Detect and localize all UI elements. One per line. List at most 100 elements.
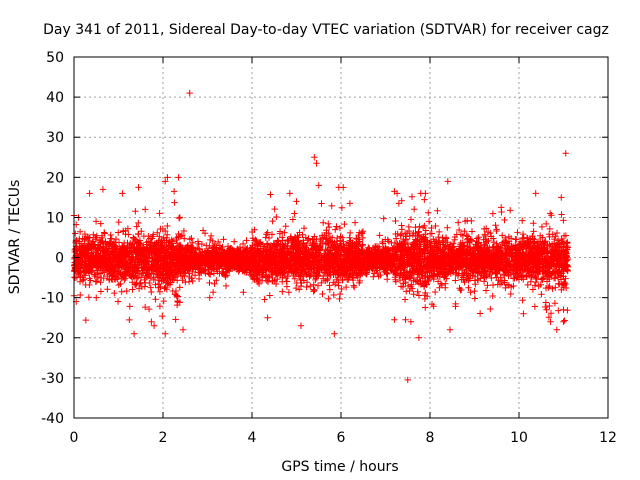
data-point <box>334 274 341 282</box>
data-point <box>139 258 147 266</box>
data-point <box>319 290 326 298</box>
data-point <box>531 303 539 310</box>
data-point <box>147 284 154 291</box>
data-point <box>79 249 86 256</box>
data-point <box>184 261 192 269</box>
data-point <box>148 318 155 325</box>
data-point <box>130 273 137 280</box>
data-point <box>95 255 102 263</box>
data-point <box>174 259 181 266</box>
data-point <box>431 288 439 296</box>
data-point <box>204 266 212 273</box>
data-point <box>169 260 177 267</box>
data-point <box>293 267 300 274</box>
data-point <box>350 282 357 289</box>
data-point <box>233 247 241 254</box>
data-point <box>92 218 100 225</box>
data-point <box>104 286 111 293</box>
data-point <box>303 279 311 286</box>
data-point <box>154 229 161 237</box>
data-point <box>326 233 334 241</box>
data-point <box>87 260 94 268</box>
data-point <box>211 280 218 288</box>
data-point <box>137 251 144 258</box>
data-point <box>310 286 317 293</box>
data-point <box>186 260 193 268</box>
data-point <box>346 234 353 241</box>
data-point <box>135 219 142 227</box>
data-point <box>189 265 197 272</box>
data-point <box>132 281 140 289</box>
data-point <box>89 242 97 249</box>
data-point <box>91 272 99 280</box>
data-point <box>489 292 496 300</box>
data-point <box>159 275 167 282</box>
data-point <box>243 237 250 244</box>
data-point <box>416 223 423 230</box>
data-point <box>224 262 232 269</box>
data-point <box>186 236 194 243</box>
data-point <box>155 238 162 246</box>
data-point <box>93 232 101 239</box>
data-point <box>291 253 298 260</box>
data-point <box>380 215 387 222</box>
data-point <box>289 242 296 250</box>
data-point <box>320 275 327 282</box>
data-point <box>305 255 312 262</box>
data-point <box>506 207 514 214</box>
data-point <box>106 258 114 266</box>
data-point <box>254 246 262 254</box>
data-point <box>346 260 353 267</box>
data-point <box>175 251 183 259</box>
grid <box>74 57 608 418</box>
data-point <box>306 266 313 273</box>
data-point <box>118 254 125 261</box>
data-point <box>176 214 184 221</box>
data-point <box>266 292 273 299</box>
data-point <box>130 253 137 261</box>
data-point <box>345 276 352 283</box>
data-point <box>194 238 202 245</box>
data-point <box>350 274 357 282</box>
data-point <box>327 252 334 259</box>
data-point <box>210 270 218 277</box>
data-point <box>524 281 531 289</box>
data-point <box>223 269 230 276</box>
data-point <box>360 267 367 275</box>
data-point <box>161 285 168 292</box>
data-point <box>359 234 367 242</box>
data-point <box>351 251 358 258</box>
data-point <box>324 245 332 253</box>
data-point <box>137 274 145 281</box>
data-point <box>259 242 267 250</box>
data-point <box>172 316 179 323</box>
data-point <box>123 247 131 254</box>
data-point <box>119 190 126 197</box>
data-point <box>99 266 107 274</box>
data-point <box>218 265 226 272</box>
data-point <box>299 231 306 238</box>
data-point <box>165 254 173 262</box>
data-point <box>384 236 391 244</box>
data-point <box>268 231 276 238</box>
data-point <box>148 261 155 268</box>
data-point <box>182 278 189 286</box>
data-point <box>315 262 322 269</box>
data-point <box>370 253 378 260</box>
data-point <box>211 247 218 254</box>
data-point <box>319 219 327 226</box>
data-point <box>335 282 342 289</box>
data-point <box>468 228 476 235</box>
data-point <box>326 265 334 272</box>
data-point <box>209 248 217 256</box>
data-point <box>77 291 84 299</box>
data-point <box>410 291 417 298</box>
data-point <box>82 262 89 269</box>
data-point <box>182 247 190 254</box>
data-point <box>339 276 346 283</box>
data-point <box>145 305 153 313</box>
data-point <box>367 252 375 259</box>
data-point <box>228 253 235 260</box>
data-point <box>105 244 113 252</box>
data-point <box>336 290 344 298</box>
